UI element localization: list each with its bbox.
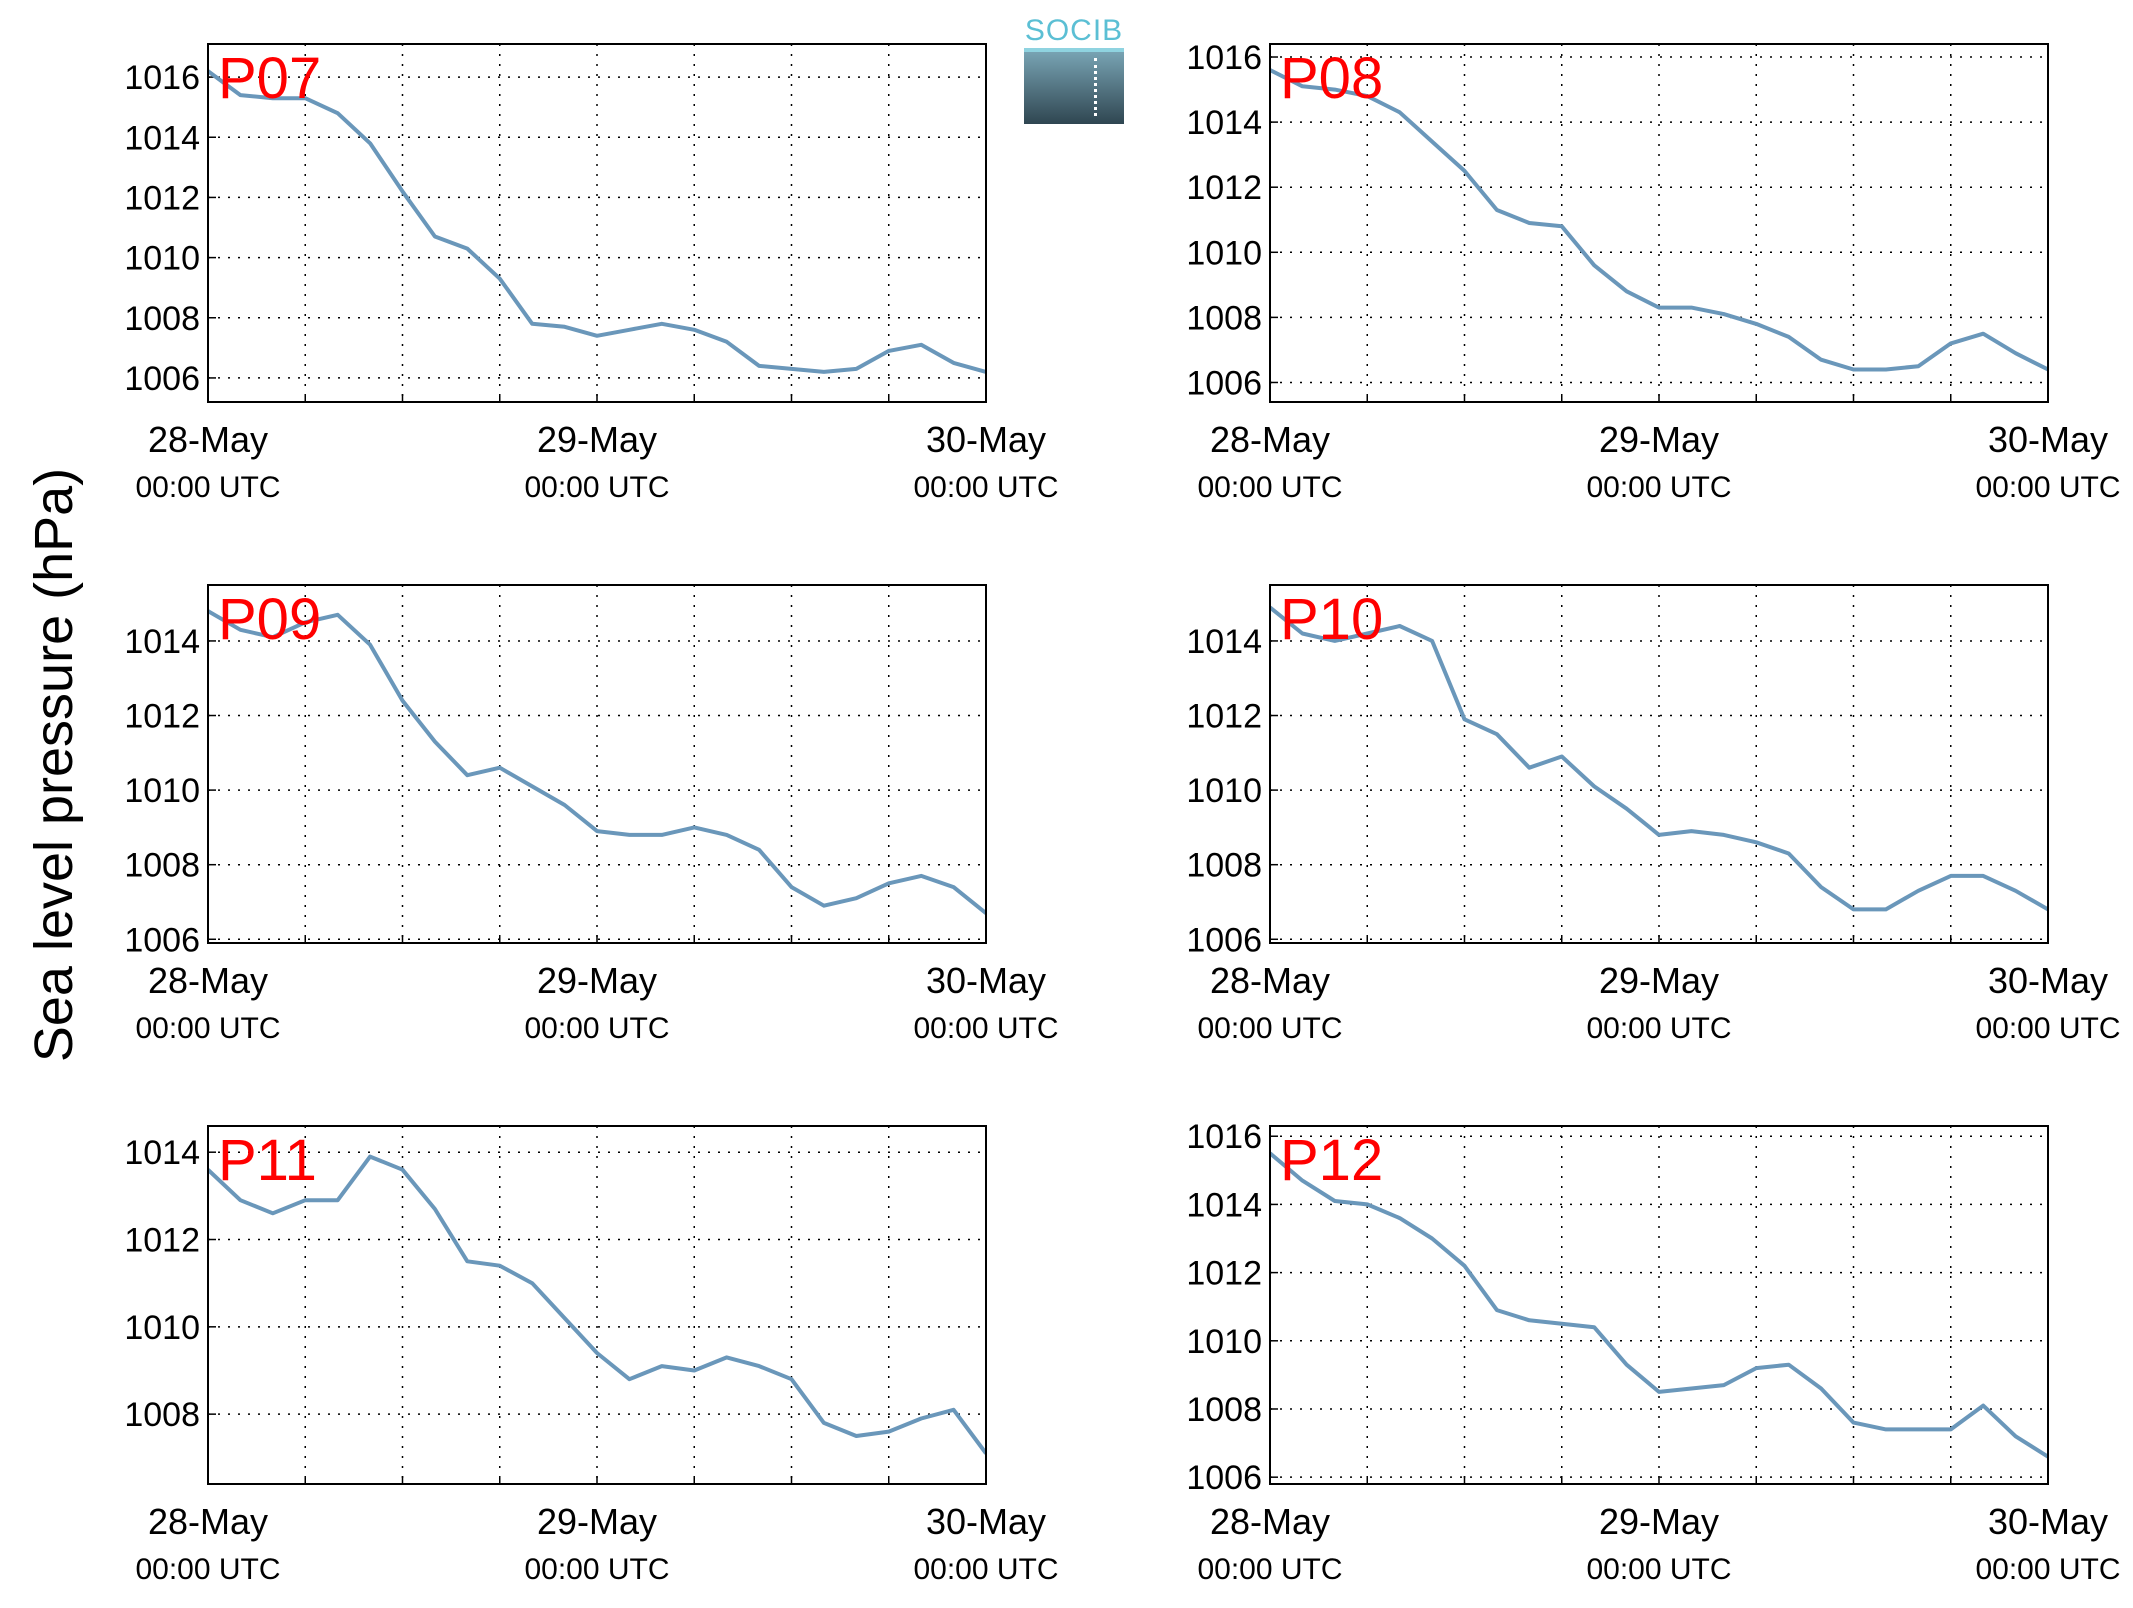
y-tick-label: 1008 [1186,847,1262,885]
x-tick-label-date: 29-May [537,960,657,1001]
x-tick-label-date: 29-May [1599,1501,1719,1542]
x-tick-label-date: 28-May [1210,960,1330,1001]
pressure-series-line [208,1154,986,1455]
x-tick-label-time: 00:00 UTC [1197,1012,1342,1045]
y-tick-label: 1012 [1186,1255,1262,1293]
y-tick-label: 1006 [124,921,200,959]
x-tick-label-time: 00:00 UTC [1975,1012,2120,1045]
pressure-series-line [208,609,986,915]
y-tick-label: 1016 [1186,1118,1262,1156]
station-label: P09 [218,587,321,652]
pressure-series-line [1270,1151,2048,1459]
y-tick-label: 1014 [124,119,200,157]
y-tick-label: 1016 [1186,39,1262,77]
x-tick-label-time: 00:00 UTC [135,471,280,504]
socib-logo-icon [1024,48,1124,124]
y-tick-label: 1012 [124,179,200,217]
y-tick-label: 1010 [1186,1323,1262,1361]
y-tick-label: 1008 [1186,1391,1262,1429]
x-tick-label-date: 30-May [926,1501,1046,1542]
x-tick-label-time: 00:00 UTC [524,1553,669,1586]
x-tick-label-date: 28-May [148,1501,268,1542]
axes-box [1269,1125,2049,1485]
station-label: P12 [1280,1128,1383,1193]
y-tick-label: 1006 [124,360,200,398]
y-tick-label: 1012 [1186,169,1262,207]
y-tick-label: 1014 [124,1134,200,1172]
x-tick-label-time: 00:00 UTC [524,471,669,504]
station-label: P07 [218,46,321,111]
y-tick-label: 1010 [1186,772,1262,810]
pressure-series-line [1270,68,2048,372]
panel-p08: 1006 1008 1010 1012 1014 1016 28-May 00:00 UTC 2… [1186,39,2120,504]
y-tick-label: 1016 [124,59,200,97]
y-tick-label: 1014 [124,623,200,661]
y-tick-label: 1006 [1186,364,1262,402]
x-tick-label-time: 00:00 UTC [913,1012,1058,1045]
y-tick-label: 1014 [1186,1186,1262,1224]
x-tick-label-time: 00:00 UTC [135,1012,280,1045]
x-tick-label-date: 28-May [148,419,268,460]
x-tick-label-time: 00:00 UTC [913,1553,1058,1586]
y-tick-label: 1008 [124,300,200,338]
axes-box [207,584,987,944]
station-label: P10 [1280,587,1383,652]
y-tick-label: 1012 [124,1222,200,1260]
axes-box [207,1125,987,1485]
x-tick-label-time: 00:00 UTC [135,1553,280,1586]
pressure-series-line [208,69,986,374]
x-tick-label-date: 30-May [926,419,1046,460]
y-tick-label: 1006 [1186,1459,1262,1497]
x-tick-label-time: 00:00 UTC [913,471,1058,504]
y-tick-label: 1010 [124,1309,200,1347]
panel-p11: 1008 1010 1012 1014 28-May 00:00 UTC 29-May 00:… [124,1125,1059,1586]
x-tick-label-time: 00:00 UTC [524,1012,669,1045]
socib-logo-stripe [1094,58,1097,116]
axes-box [1269,43,2049,403]
axes-box [207,43,987,403]
panels: 1006 1008 1010 1012 1014 1016 28-May 00:00 UTC 2… [124,39,2120,1586]
y-tick-label: 1006 [1186,921,1262,959]
y-tick-label: 1008 [124,847,200,885]
x-tick-label-time: 00:00 UTC [1586,1553,1731,1586]
x-tick-label-date: 29-May [537,1501,657,1542]
x-tick-label-date: 30-May [1988,1501,2108,1542]
x-tick-label-date: 28-May [1210,419,1330,460]
station-label: P11 [218,1128,317,1193]
y-tick-label: 1014 [1186,104,1262,142]
x-tick-label-time: 00:00 UTC [1197,1553,1342,1586]
panel-p07: 1006 1008 1010 1012 1014 1016 28-May 00:00 UTC 2… [124,43,1059,504]
x-tick-label-date: 28-May [1210,1501,1330,1542]
y-tick-label: 1010 [124,772,200,810]
y-tick-label: 1010 [1186,234,1262,272]
x-tick-label-time: 00:00 UTC [1586,1012,1731,1045]
axes-box [1269,584,2049,944]
socib-logo: SOCIB [1024,14,1124,124]
socib-logo-text: SOCIB [1024,14,1124,47]
x-tick-label-time: 00:00 UTC [1586,471,1731,504]
x-tick-label-time: 00:00 UTC [1975,1553,2120,1586]
panel-p12: 1006 1008 1010 1012 1014 1016 28-May 00:00 UTC 2… [1186,1118,2120,1586]
panel-p10: 1006 1008 1010 1012 1014 28-May 00:00 UTC 29-Ma… [1186,584,2121,1045]
y-tick-label: 1008 [124,1396,200,1434]
x-tick-label-date: 30-May [926,960,1046,1001]
y-tick-label: 1012 [1186,698,1262,736]
pressure-series-line [1270,605,2048,912]
x-tick-label-date: 30-May [1988,960,2108,1001]
x-tick-label-date: 29-May [1599,960,1719,1001]
panel-p09: 1006 1008 1010 1012 1014 28-May 00:00 UTC 29-Ma… [124,584,1059,1045]
x-tick-label-date: 28-May [148,960,268,1001]
y-tick-label: 1012 [124,698,200,736]
y-axis-label: Sea level pressure (hPa) [24,468,84,1062]
y-tick-label: 1010 [124,240,200,278]
x-tick-label-date: 29-May [537,419,657,460]
station-label: P08 [1280,46,1383,111]
y-tick-label: 1008 [1186,299,1262,337]
x-tick-label-date: 29-May [1599,419,1719,460]
x-tick-label-time: 00:00 UTC [1197,471,1342,504]
y-tick-label: 1014 [1186,623,1262,661]
x-tick-label-date: 30-May [1988,419,2108,460]
x-tick-label-time: 00:00 UTC [1975,471,2120,504]
